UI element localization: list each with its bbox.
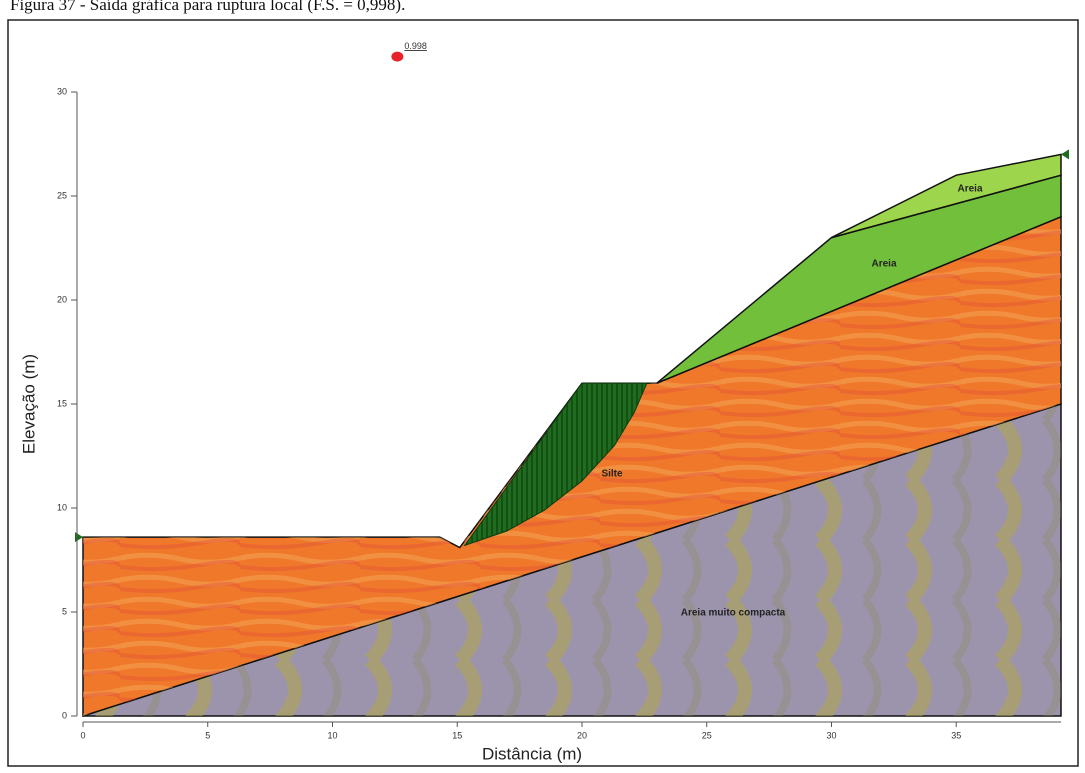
layer-label: Areia muito compacta [681,608,786,619]
x-tick-label: 0 [80,730,85,740]
x-tick-label: 10 [327,730,337,740]
y-tick-label: 15 [57,398,67,408]
layer-label: Areia [871,259,896,270]
x-tick-label: 5 [205,730,210,740]
end-marker [1061,149,1069,159]
y-tick-label: 30 [57,86,67,96]
y-tick-label: 0 [62,710,67,720]
x-tick-label: 30 [826,730,836,740]
y-tick-label: 10 [57,502,67,512]
factor-of-safety: 0.998 [404,41,427,51]
chart: Figura 37 - Saída gráfica para ruptura l… [0,0,1085,768]
layer-label: Areia [957,184,982,195]
page: {"chart_data": { "type": "slope", "title… [0,0,1085,768]
end-marker [75,532,83,542]
x-tick-label: 25 [702,730,712,740]
caption: Figura 37 - Saída gráfica para ruptura l… [10,0,405,14]
y-axis-label: Elevação (m) [19,354,38,454]
y-tick-label: 5 [62,606,67,616]
x-tick-label: 15 [452,730,462,740]
slip-center [391,52,403,62]
x-tick-label: 35 [951,730,961,740]
x-tick-label: 20 [577,730,587,740]
y-tick-label: 25 [57,190,67,200]
x-axis-label: Distância (m) [482,744,582,763]
layer-label: Silte [601,469,623,480]
y-tick-label: 20 [57,294,67,304]
